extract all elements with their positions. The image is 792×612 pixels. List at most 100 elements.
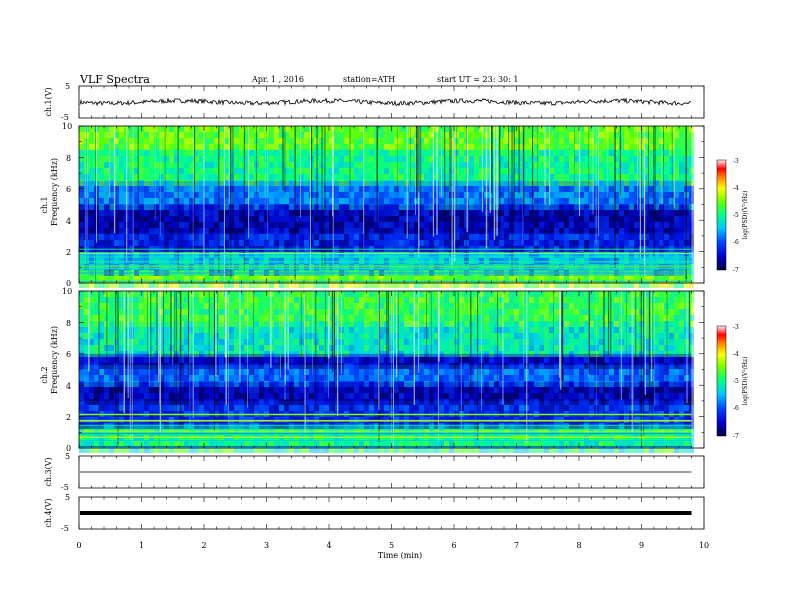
spec-cell bbox=[624, 174, 629, 180]
spec-cell bbox=[374, 168, 379, 174]
spec-cell bbox=[384, 228, 389, 234]
spec-cell bbox=[489, 228, 494, 234]
spec-cell bbox=[134, 210, 139, 216]
spec-cell bbox=[614, 150, 619, 156]
spec-cell bbox=[639, 240, 644, 246]
spec-cell bbox=[474, 240, 479, 246]
spec-cell bbox=[129, 222, 134, 228]
spec-cell bbox=[314, 144, 319, 150]
spec-cell bbox=[279, 234, 284, 240]
spec-cell bbox=[339, 234, 344, 240]
spec-cell bbox=[254, 222, 259, 228]
spec-cell bbox=[139, 174, 144, 180]
spec-cell bbox=[214, 381, 219, 387]
spec-cell bbox=[259, 381, 264, 387]
spec-cell bbox=[159, 363, 164, 369]
spec-cell bbox=[229, 156, 234, 162]
spec-cell bbox=[89, 258, 94, 264]
spec-cell bbox=[109, 291, 114, 297]
spec-cell bbox=[559, 186, 564, 192]
spec-cell bbox=[309, 429, 314, 435]
spec-cell bbox=[99, 387, 104, 393]
spec-cell bbox=[179, 327, 184, 333]
spec-cell bbox=[274, 291, 279, 297]
spec-cell bbox=[549, 276, 554, 282]
spec-cell bbox=[554, 174, 559, 180]
spec-cell bbox=[524, 156, 529, 162]
spec-cell bbox=[669, 192, 674, 198]
spec-cell bbox=[539, 162, 544, 168]
spec-cell bbox=[344, 174, 349, 180]
spec-cell bbox=[554, 186, 559, 192]
spec-cell bbox=[269, 345, 274, 351]
spec-cell bbox=[359, 144, 364, 150]
spec-cell bbox=[549, 222, 554, 228]
spec-cell bbox=[389, 216, 394, 222]
spec-cell bbox=[509, 192, 514, 198]
spec-cell bbox=[529, 162, 534, 168]
spec-cell bbox=[294, 156, 299, 162]
spec-cell bbox=[634, 132, 639, 138]
spec-cell bbox=[624, 234, 629, 240]
spec-cell bbox=[144, 204, 149, 210]
spec-cell bbox=[229, 192, 234, 198]
spec-cell bbox=[514, 150, 519, 156]
spec-cell bbox=[544, 138, 549, 144]
spec-cell bbox=[344, 240, 349, 246]
spec-cell bbox=[534, 150, 539, 156]
spec-cell bbox=[129, 405, 134, 411]
spec-cell bbox=[539, 138, 544, 144]
ch2-spectrogram-panel: 0 2 4 6 8 10 ch.2 Frequency (kHz) bbox=[40, 287, 705, 453]
spec-cell bbox=[409, 234, 414, 240]
spec-cell bbox=[594, 174, 599, 180]
spec-cell bbox=[254, 216, 259, 222]
spec-cell bbox=[559, 180, 564, 186]
spec-cell bbox=[194, 435, 199, 441]
spec-cell bbox=[514, 234, 519, 240]
spec-cell bbox=[289, 156, 294, 162]
spec-cell bbox=[219, 399, 224, 405]
spec-cell bbox=[244, 276, 249, 282]
spec-cell bbox=[149, 405, 154, 411]
spec-cell bbox=[594, 210, 599, 216]
spec-cell bbox=[259, 216, 264, 222]
spec-cell bbox=[679, 174, 684, 180]
spec-cell bbox=[524, 240, 529, 246]
spec-cell bbox=[289, 258, 294, 264]
spec-cell bbox=[149, 333, 154, 339]
spec-cell bbox=[609, 228, 614, 234]
spec-cell bbox=[364, 234, 369, 240]
spec-cell bbox=[174, 228, 179, 234]
spec-cell bbox=[134, 126, 139, 132]
spec-cell bbox=[124, 369, 129, 375]
spec-cell bbox=[619, 138, 624, 144]
spec-cell bbox=[129, 321, 134, 327]
spec-cell bbox=[99, 321, 104, 327]
spec-cell bbox=[259, 309, 264, 315]
spec-cell bbox=[199, 150, 204, 156]
spec-cell bbox=[544, 234, 549, 240]
spec-cell bbox=[374, 186, 379, 192]
spec-cell bbox=[384, 198, 389, 204]
spec-cell bbox=[614, 240, 619, 246]
spec-cell bbox=[104, 198, 109, 204]
spec-cell bbox=[79, 291, 84, 297]
spec-cell bbox=[269, 333, 274, 339]
spec-cell bbox=[389, 228, 394, 234]
spec-cell bbox=[284, 174, 289, 180]
spec-cell bbox=[669, 198, 674, 204]
spec-cell bbox=[84, 150, 89, 156]
spec-cell bbox=[349, 174, 354, 180]
spec-cell bbox=[324, 150, 329, 156]
spec-cell bbox=[79, 399, 84, 405]
spec-cell bbox=[129, 333, 134, 339]
spec-cell bbox=[514, 228, 519, 234]
spec-cell bbox=[359, 228, 364, 234]
spec-cell bbox=[159, 240, 164, 246]
spec-cell bbox=[319, 252, 324, 258]
spec-cell bbox=[299, 210, 304, 216]
spec-cell bbox=[109, 192, 114, 198]
spec-cell bbox=[369, 192, 374, 198]
spec-cell bbox=[249, 315, 254, 321]
spec-cell bbox=[304, 210, 309, 216]
